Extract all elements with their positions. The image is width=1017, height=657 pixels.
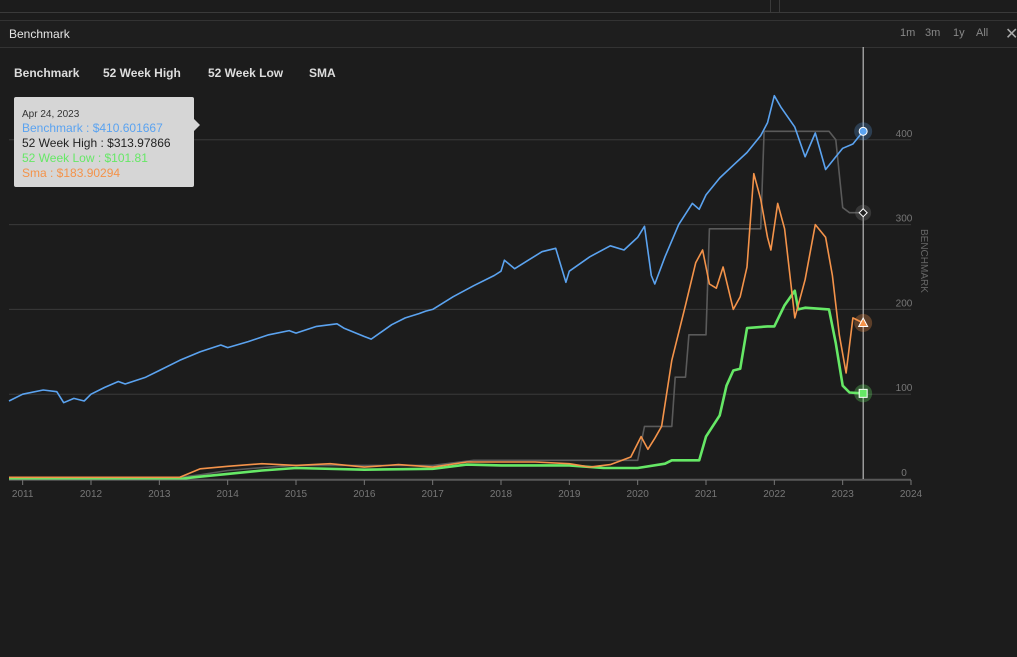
high-marker <box>858 208 868 218</box>
panel-header: Benchmark 1m 3m 1y All ✕ <box>0 20 1017 48</box>
x-tick-label: 2016 <box>353 489 376 500</box>
tooltip-date: Apr 24, 2023 <box>22 109 80 120</box>
tooltip-row-52-week-low: 52 Week Low : $101.81 <box>22 151 148 165</box>
y-tick-label: 300 <box>896 214 913 225</box>
x-tick-label: 2022 <box>763 489 786 500</box>
tooltip-row-sma: Sma : $183.90294 <box>22 166 121 180</box>
benchmark-marker <box>858 126 868 136</box>
tooltip: Apr 24, 2023 Benchmark : $410.601667 52 … <box>14 97 200 187</box>
x-tick-label: 2012 <box>80 489 103 500</box>
chart-axes: 0 100 200 300 400 2011 2012 2013 2014 2015 2016 201… <box>9 129 923 500</box>
x-tick-label: 2024 <box>900 489 923 500</box>
low-marker <box>858 388 868 398</box>
top-strip-divider <box>770 0 771 12</box>
range-all-button[interactable]: All <box>976 27 989 39</box>
x-tick-label: 2021 <box>695 489 718 500</box>
top-strip-divider <box>779 0 780 12</box>
benchmark-chart[interactable]: 0 100 200 300 400 2011 2012 2013 2014 2015 2016 201… <box>0 47 1017 517</box>
y-axis-label: BENCHMARK <box>918 229 929 293</box>
range-1m-button[interactable]: 1m <box>900 27 916 39</box>
y-tick-label: 0 <box>901 468 907 479</box>
legend-benchmark[interactable]: Benchmark <box>14 66 80 80</box>
series-line-52-week-low <box>9 289 864 481</box>
range-3m-button[interactable]: 3m <box>925 27 941 39</box>
legend-sma[interactable]: SMA <box>309 66 336 80</box>
y-tick-label: 200 <box>896 298 913 309</box>
tooltip-row-52-week-high: 52 Week High : $313.97866 <box>22 136 171 150</box>
x-tick-label: 2017 <box>422 489 445 500</box>
panel-title: Benchmark <box>9 27 70 41</box>
legend-52-week-low[interactable]: 52 Week Low <box>208 66 284 80</box>
x-tick-label: 2018 <box>490 489 513 500</box>
series-line-benchmark <box>8 94 864 404</box>
y-tick-label: 400 <box>896 129 913 140</box>
sma-marker <box>857 316 869 327</box>
x-tick-label: 2023 <box>832 489 855 500</box>
y-tick-label: 100 <box>896 383 913 394</box>
chart-grid <box>9 139 911 480</box>
range-1y-button[interactable]: 1y <box>953 27 965 39</box>
x-tick-label: 2015 <box>285 489 308 500</box>
top-strip <box>0 0 1017 13</box>
close-icon[interactable]: ✕ <box>1005 26 1017 43</box>
x-tick-label: 2020 <box>627 489 650 500</box>
legend-52-week-high[interactable]: 52 Week High <box>103 66 181 80</box>
chart-markers <box>854 47 873 479</box>
x-tick-label: 2014 <box>217 489 240 500</box>
x-tick-label: 2013 <box>148 489 171 500</box>
chart-series <box>8 94 864 481</box>
x-tick-label: 2011 <box>12 489 34 500</box>
series-line-sma <box>9 172 864 479</box>
series-line-52-week-high <box>9 130 864 479</box>
tooltip-row-benchmark: Benchmark : $410.601667 <box>22 121 163 135</box>
x-tick-label: 2019 <box>558 489 581 500</box>
